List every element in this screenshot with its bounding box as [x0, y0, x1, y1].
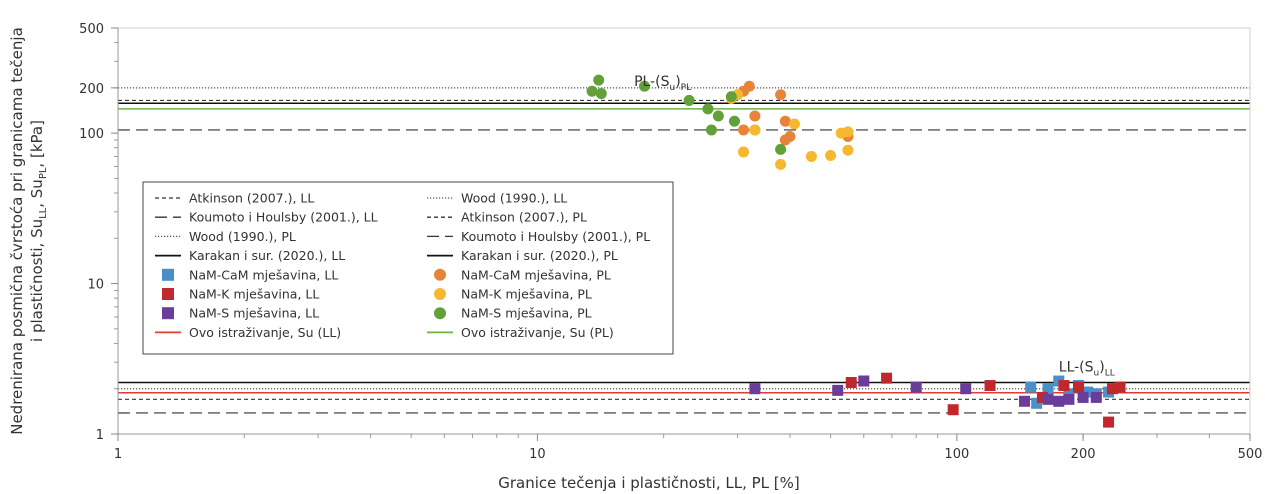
legend-label: Karakan i sur. (2020.), LL: [189, 248, 345, 263]
legend-swatch-circle: [434, 268, 446, 281]
data-point-square: [1103, 416, 1115, 428]
data-point-square: [1042, 383, 1054, 395]
data-point-square: [881, 372, 893, 384]
data-point-circle: [788, 118, 800, 130]
data-point-square: [947, 404, 959, 416]
data-point-circle: [638, 80, 650, 92]
data-point-circle: [842, 144, 854, 156]
data-point-circle: [749, 124, 761, 136]
legend-label: NaM-K mješavina, LL: [189, 287, 319, 302]
data-point-circle: [775, 143, 787, 155]
data-point-circle: [775, 89, 787, 101]
data-point-square: [1036, 391, 1048, 403]
legend-label: NaM-K mješavina, PL: [461, 287, 592, 302]
data-point-circle: [749, 110, 761, 122]
data-point-square: [1072, 381, 1084, 393]
legend-label: NaM-CaM mješavina, LL: [189, 267, 338, 282]
data-points: [586, 74, 1126, 428]
x-tick-label: 500: [1238, 447, 1263, 462]
data-point-circle: [779, 134, 791, 146]
legend-label: Koumoto i Houlsby (2001.), LL: [189, 210, 378, 225]
data-point-circle: [779, 115, 791, 127]
data-point-circle: [702, 103, 714, 115]
data-point-circle: [728, 115, 740, 127]
data-point-square: [749, 383, 761, 395]
annotation-label: PL-(Su)PL: [634, 74, 691, 93]
data-point-square: [1063, 388, 1075, 400]
data-point-circle: [593, 74, 605, 86]
legend-label: Wood (1990.), LL: [461, 191, 567, 206]
data-point-square: [858, 375, 870, 387]
legend-swatch-square: [162, 288, 174, 300]
data-point-square: [1106, 383, 1118, 395]
annotations: PL-(Su)PL LL-(Su)LL: [634, 74, 1115, 378]
data-point-square: [1090, 391, 1102, 403]
axes: 1 10 100 200 500 1 10 100 200 500: [79, 22, 1262, 462]
legend-swatch-square: [162, 268, 174, 281]
data-point-square: [1031, 397, 1043, 409]
data-point-square: [1114, 381, 1126, 393]
legend-label: Koumoto i Houlsby (2001.), PL: [461, 229, 650, 244]
data-point-circle: [805, 150, 817, 162]
data-point-circle: [825, 150, 837, 162]
data-point-square: [1019, 395, 1031, 407]
legend-label: Karakan i sur. (2020.), PL: [461, 248, 618, 263]
data-point-square: [1025, 381, 1037, 393]
legend-label: Wood (1990.), PL: [189, 229, 296, 244]
data-point-circle: [725, 91, 737, 103]
x-tick-label: 10: [529, 447, 546, 462]
data-point-square: [1063, 393, 1075, 405]
data-point-circle: [595, 88, 607, 100]
data-point-square: [910, 381, 922, 393]
legend-swatch-square: [162, 307, 174, 320]
data-point-circle: [738, 146, 750, 158]
data-point-circle: [683, 94, 695, 106]
x-tick-label: 100: [944, 447, 969, 462]
y-axis-title-line2: i plastičnosti, SuLL, SuPL, [kPa]: [28, 120, 49, 342]
data-point-circle: [586, 85, 598, 97]
y-tick-label: 10: [87, 278, 104, 293]
y-tick-label: 500: [79, 22, 104, 37]
data-point-circle: [705, 124, 717, 136]
data-point-circle: [712, 110, 724, 122]
reference-lines: [118, 87, 1250, 414]
legend-swatch-circle: [434, 307, 446, 320]
data-point-circle: [775, 158, 787, 170]
data-point-square: [845, 376, 857, 388]
legend: Atkinson (2007.), LL Wood (1990.), LL Koum…: [142, 181, 674, 355]
data-point-square: [832, 384, 844, 396]
x-tick-label: 200: [1071, 447, 1096, 462]
legend-label: Ovo istraživanje, Su (PL): [461, 325, 614, 340]
legend-label: NaM-CaM mješavina, PL: [461, 267, 611, 282]
legend-label: Atkinson (2007.), LL: [189, 191, 314, 206]
legend-label: Atkinson (2007.), PL: [461, 210, 587, 225]
legend-swatch-circle: [434, 288, 446, 300]
data-point-square: [1058, 380, 1070, 392]
legend-label: NaM-S mješavina, LL: [189, 306, 319, 321]
x-tick-label: 1: [114, 447, 122, 462]
y-tick-label: 100: [79, 127, 104, 142]
data-point-square: [984, 380, 996, 392]
data-point-square: [960, 383, 972, 395]
data-point-circle: [738, 124, 750, 136]
y-tick-label: 200: [79, 82, 104, 97]
legend-label: Ovo istraživanje, Su (LL): [189, 325, 341, 340]
legend-box: [142, 181, 674, 355]
legend-label: NaM-S mješavina, PL: [461, 306, 592, 321]
x-axis-title: Granice tečenja i plastičnosti, LL, PL […: [498, 474, 800, 492]
data-point-circle: [842, 126, 854, 138]
y-tick-label: 1: [96, 428, 104, 443]
data-point-square: [1077, 391, 1089, 403]
data-point-square: [1053, 395, 1065, 407]
axis-titles: Granice tečenja i plastičnosti, LL, PL […: [8, 27, 800, 492]
data-point-circle: [743, 80, 755, 92]
annotation-label: LL-(Su)LL: [1059, 360, 1115, 379]
y-axis-title-line1: Nedrenirana posmična čvrstoća pri granic…: [8, 27, 26, 435]
data-point-square: [1042, 393, 1054, 405]
